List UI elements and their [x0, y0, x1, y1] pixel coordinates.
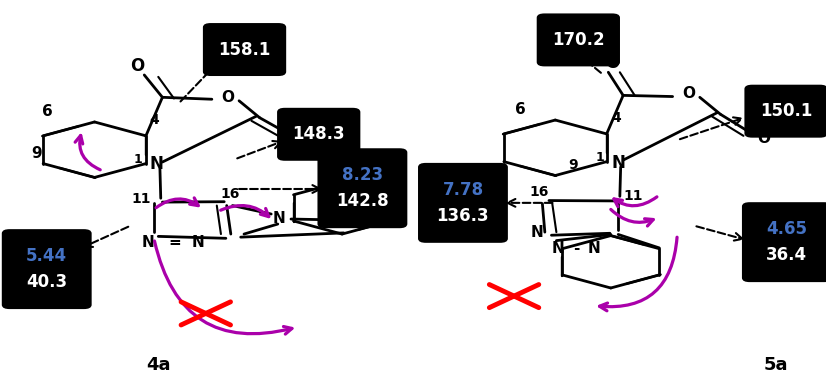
Text: N: N: [192, 235, 204, 250]
Text: 150.1: 150.1: [760, 102, 812, 120]
FancyBboxPatch shape: [318, 149, 406, 227]
Text: N: N: [588, 241, 600, 256]
Text: N: N: [530, 225, 543, 240]
Text: O: O: [221, 90, 234, 105]
Text: O: O: [757, 131, 770, 146]
Text: 16: 16: [220, 187, 240, 201]
Text: 9: 9: [568, 158, 577, 172]
Text: 136.3: 136.3: [437, 207, 490, 225]
Text: O: O: [131, 57, 145, 76]
FancyBboxPatch shape: [746, 86, 826, 137]
Text: 11: 11: [131, 192, 151, 206]
Text: 8.23: 8.23: [342, 166, 383, 184]
FancyBboxPatch shape: [279, 109, 359, 159]
Text: 4.65: 4.65: [767, 220, 807, 238]
Text: 7.78: 7.78: [442, 181, 484, 199]
Text: 16: 16: [529, 185, 549, 199]
Text: 6: 6: [42, 104, 53, 120]
Text: 36.4: 36.4: [767, 246, 807, 264]
Text: 4: 4: [150, 113, 159, 126]
Text: O: O: [605, 54, 619, 72]
Text: 6: 6: [515, 102, 526, 117]
Text: 142.8: 142.8: [336, 192, 389, 210]
FancyBboxPatch shape: [419, 164, 507, 242]
Text: 9: 9: [31, 146, 42, 161]
Text: 11: 11: [624, 189, 643, 203]
Text: 1: 1: [133, 153, 142, 166]
Text: N: N: [141, 235, 154, 250]
Text: N: N: [273, 211, 286, 226]
FancyBboxPatch shape: [204, 24, 285, 75]
FancyBboxPatch shape: [538, 15, 619, 65]
Text: O: O: [681, 87, 695, 101]
Text: 1: 1: [595, 151, 605, 163]
Text: 148.3: 148.3: [293, 125, 345, 143]
Text: 5.44: 5.44: [26, 247, 67, 265]
Text: =: =: [169, 235, 181, 250]
Text: 40.3: 40.3: [26, 273, 67, 291]
Text: N: N: [611, 154, 625, 172]
Text: 170.2: 170.2: [552, 31, 605, 49]
FancyBboxPatch shape: [3, 230, 90, 308]
Text: -: -: [573, 241, 580, 256]
FancyBboxPatch shape: [743, 203, 827, 281]
Text: 4a: 4a: [146, 357, 170, 374]
Text: 158.1: 158.1: [218, 40, 270, 59]
Text: 5a: 5a: [764, 357, 788, 374]
Text: N: N: [150, 155, 164, 173]
Text: 4: 4: [612, 111, 621, 125]
Text: N: N: [552, 241, 564, 256]
Text: O: O: [296, 133, 309, 147]
